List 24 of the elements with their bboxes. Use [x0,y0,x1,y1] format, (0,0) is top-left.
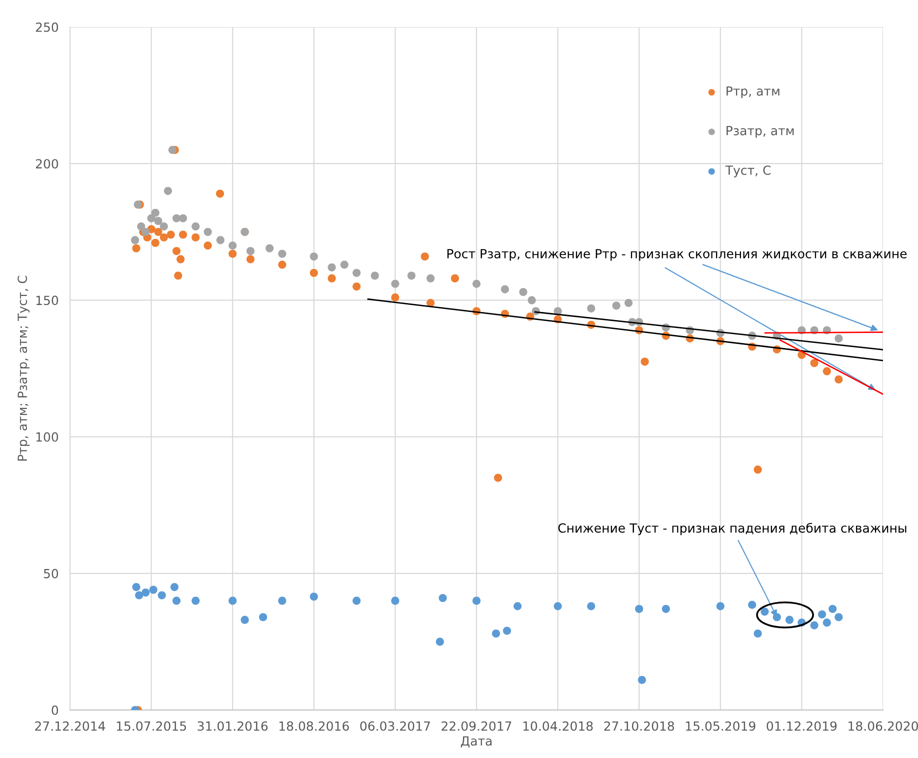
x-tick-label: 27.12.2014 [35,721,106,731]
x-tick-label: 18.08.2016 [279,721,349,731]
y-tick-label: 50 [44,568,58,578]
x-tick-label: 27.10.2018 [604,721,674,731]
y-tick-label: 150 [36,296,58,306]
y-axis-title: Ртр, атм; Рзатр, атм; Туст, С [18,276,30,461]
legend-label: Ртр, атм [726,86,780,98]
y-tick-label: 200 [36,159,58,169]
y-tick-label: 0 [52,705,58,715]
x-tick-label: 06.03.2017 [360,721,430,731]
x-tick-label: 22.09.2017 [442,721,512,731]
annotation: Снижение Туст - признак падения дебита скважины [558,522,906,536]
legend-label: Рзатр, атм [726,126,794,138]
x-axis-title: Дата [460,736,492,748]
annotation: Рост Рзатр, снижение Ртр - признак скопления жидкости в скважине [447,249,907,261]
y-tick-label: 250 [36,22,58,32]
x-tick-label: 31.01.2016 [198,721,268,731]
x-tick-label: 01.12.2019 [766,721,837,731]
x-tick-label: 15.07.2015 [116,721,186,731]
y-tick-label: 100 [36,432,58,442]
x-tick-label: 18.06.2020 [848,721,918,731]
x-tick-label: 15.05.2019 [686,721,756,731]
legend-label: Туст, С [725,165,771,178]
x-tick-label: 10.04.2018 [523,721,593,731]
